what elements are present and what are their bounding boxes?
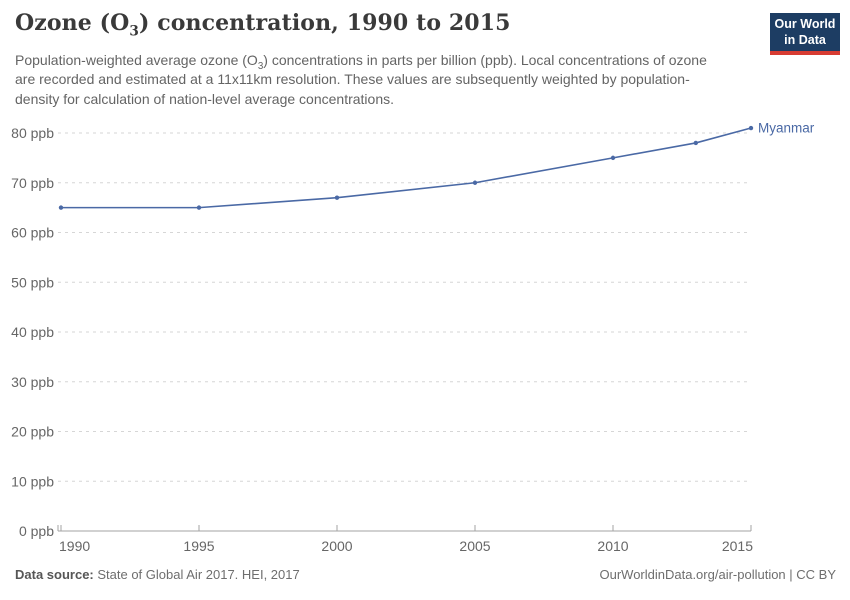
y-tick-label: 10 ppb xyxy=(11,473,54,489)
owid-logo-box: Our World in Data xyxy=(770,13,840,52)
x-tick-label: 1995 xyxy=(183,538,214,554)
datasource-label: Data source: xyxy=(15,567,94,582)
owid-logo: Our World in Data xyxy=(770,13,840,56)
footer-credit: OurWorldinData.org/air-pollution | CC BY xyxy=(599,567,836,582)
y-tick-label: 80 ppb xyxy=(11,125,54,141)
owid-logo-line2: in Data xyxy=(784,32,826,47)
y-tick-label: 60 ppb xyxy=(11,225,54,241)
data-point-marker xyxy=(472,180,478,185)
subtitle-text: Population-weighted average ozone (O xyxy=(15,52,258,68)
page-title: Ozone (O3) concentration, 1990 to 2015 xyxy=(15,10,511,40)
title-text: Ozone (O xyxy=(15,10,130,36)
y-tick-label: 0 ppb xyxy=(19,523,54,539)
y-tick-label: 50 ppb xyxy=(11,274,54,290)
x-tick-label: 2005 xyxy=(459,538,490,554)
x-tick-label: 1990 xyxy=(59,538,90,554)
datasource-value: State of Global Air 2017. HEI, 2017 xyxy=(93,567,300,582)
subtitle-text-tail: ) concentrations in parts per billion (p… xyxy=(15,52,707,107)
x-tick-label: 2000 xyxy=(321,538,352,554)
y-tick-label: 40 ppb xyxy=(11,324,54,340)
data-point-marker xyxy=(748,125,754,131)
chart-subtitle: Population-weighted average ozone (O3) c… xyxy=(15,51,715,109)
title-subscript: 3 xyxy=(129,23,139,40)
subtitle-subscript: 3 xyxy=(257,60,264,72)
owid-logo-line1: Our World xyxy=(774,17,836,31)
data-point-marker xyxy=(334,195,340,200)
data-point-marker xyxy=(693,140,698,146)
data-point-marker xyxy=(196,205,202,210)
x-tick-label: 2010 xyxy=(597,538,628,554)
series-end-label: Myanmar xyxy=(758,121,815,136)
y-tick-label: 70 ppb xyxy=(11,175,54,191)
y-tick-label: 30 ppb xyxy=(11,374,54,390)
owid-logo-red-bar xyxy=(770,51,840,56)
y-tick-label: 20 ppb xyxy=(11,424,54,440)
data-point-marker xyxy=(610,155,616,161)
x-tick-label: 2015 xyxy=(722,538,753,554)
title-text-tail: ) concentration, 1990 to 2015 xyxy=(138,10,511,36)
data-point-marker xyxy=(58,205,64,210)
series-line xyxy=(61,127,752,209)
footer-datasource: Data source: State of Global Air 2017. H… xyxy=(15,567,300,582)
